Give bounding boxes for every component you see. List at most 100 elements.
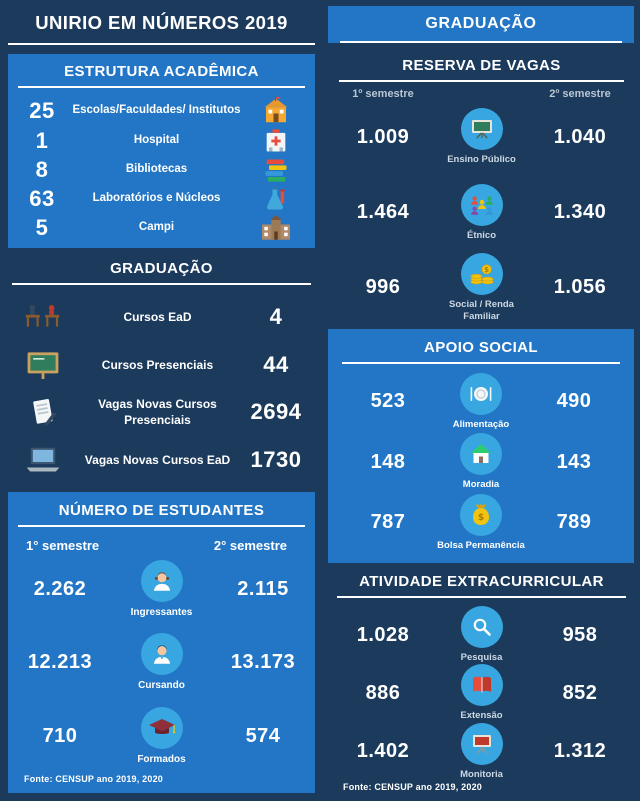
section-graduacao-left: GRADUAÇÃO Cursos EaD 4 Cursos Presenciai…: [0, 248, 323, 492]
stat-value-sem1: 523: [370, 390, 406, 413]
stat-value: 1730: [250, 447, 302, 473]
coins-icon: $: [460, 252, 503, 295]
stat-row: 5 Campi: [16, 214, 307, 243]
atividade-rows: 1.028 Pesquisa 958 886: [335, 605, 628, 781]
stat-value-sem1: 1.028: [356, 623, 410, 646]
hospital-icon: [245, 127, 307, 155]
people-group-icon: [460, 183, 503, 226]
semester-headers: 1º semestre 2º semestre: [335, 86, 628, 100]
stat-value-sem1: 12.213: [27, 651, 93, 674]
stat-center: Monitoria: [431, 722, 532, 781]
notebook-icon: [10, 396, 76, 428]
section-title: RESERVA DE VAGAS: [339, 57, 624, 82]
food-icon: [460, 372, 502, 415]
apoio-rows: 523 Alimentação 490 148: [340, 372, 622, 553]
stat-row: 787 $ Bolsa Permanência 789: [340, 493, 622, 553]
stat-value-sem1: 148: [370, 450, 406, 473]
search-icon: [460, 605, 503, 648]
stat-value-sem1: 886: [365, 681, 401, 704]
stat-row: Cursos EaD 4: [10, 293, 313, 341]
section-title: ATIVIDADE EXTRACURRICULAR: [337, 573, 626, 598]
stat-row: 1 Hospital: [16, 126, 307, 155]
stat-row: 148 Moradia 143: [340, 432, 622, 492]
stat-value: 5: [35, 215, 49, 241]
graduation-cap-icon: [140, 706, 183, 749]
left-column: UNIRIO EM NÚMEROS 2019 ESTRUTURA ACADÊMI…: [0, 0, 323, 793]
stat-value-sem1: 1.464: [356, 201, 410, 224]
stat-label: Moradia: [462, 479, 500, 491]
stat-center: $ Social / Renda Familiar: [431, 252, 532, 324]
semester-2-header: 2º semestre: [549, 88, 611, 100]
stat-row: 710 Formados 574: [16, 700, 307, 773]
stat-row: 1.009 Ensino Público 1.040: [335, 100, 628, 175]
stat-row: 8 Bibliotecas: [16, 155, 307, 184]
stat-value-sem2: 13.173: [230, 651, 296, 674]
semester-1-header: 1° semestre: [26, 538, 100, 553]
stat-row: Vagas Novas Cursos Presenciais 2694: [10, 389, 313, 437]
section-atividade-extracurricular: ATIVIDADE EXTRACURRICULAR 1.028 Pesquisa…: [323, 563, 640, 801]
stat-value-sem2: 2.115: [237, 578, 289, 601]
stat-value-sem1: 787: [370, 511, 406, 534]
left-header: UNIRIO EM NÚMEROS 2019: [0, 0, 323, 54]
stat-value-sem2: 1.312: [553, 740, 607, 763]
stat-value: 4: [269, 303, 283, 329]
right-header: GRADUAÇÃO: [328, 6, 634, 43]
stat-center: Ingressantes: [104, 559, 219, 620]
stat-row: 1.028 Pesquisa 958: [335, 605, 628, 664]
estrutura-rows: 25 Escolas/Faculdades/ Institutos 1 Hosp…: [16, 96, 307, 243]
stat-value: 25: [29, 98, 55, 123]
stat-label: Laboratórios e Núcleos: [92, 192, 221, 205]
stat-row: 1.464 Étnico 1.340: [335, 175, 628, 250]
section-title: NÚMERO DE ESTUDANTES: [18, 502, 305, 527]
stat-row: 996 $ Social / Renda Familiar 1.056: [335, 250, 628, 325]
stat-label: Bolsa Permanência: [437, 539, 525, 551]
flipboard-icon: [460, 722, 503, 765]
section-apoio-social: APOIO SOCIAL 523 Alimentação 490 148: [328, 328, 634, 563]
stat-value: 1: [35, 127, 49, 153]
stat-row: Vagas Novas Cursos EaD 1730: [10, 436, 313, 484]
column-title: GRADUAÇÃO: [340, 15, 622, 43]
chalkboard-circle-icon: [460, 108, 503, 151]
stat-label: Campi: [138, 221, 175, 234]
desks-icon: [10, 303, 76, 331]
stat-label: Extensão: [460, 710, 503, 722]
section-title: APOIO SOCIAL: [342, 339, 620, 364]
stat-value-sem2: 1.040: [553, 126, 607, 149]
stat-value: 63: [29, 186, 55, 212]
stat-label: Cursos EaD: [123, 309, 192, 324]
laptop-icon: [10, 446, 76, 474]
stat-row: 886 Extensão 852: [335, 664, 628, 722]
stat-center: $ Bolsa Permanência: [436, 493, 526, 552]
source-note: Fonte: CENSUP ano 2019, 2020: [343, 782, 482, 792]
stat-label: Escolas/Faculdades/ Institutos: [72, 104, 241, 117]
right-column: GRADUAÇÃO RESERVA DE VAGAS 1º semestre 2…: [323, 0, 640, 801]
stat-value-sem2: 1.056: [553, 276, 607, 299]
section-estrutura-academica: ESTRUTURA ACADÊMICA 25 Escolas/Faculdade…: [8, 54, 315, 248]
stat-value-sem1: 710: [42, 724, 78, 747]
stat-value-sem2: 958: [562, 623, 598, 646]
stat-center: Ensino Público: [431, 108, 532, 166]
stat-center: Moradia: [436, 433, 526, 491]
stat-center: Formados: [104, 706, 219, 767]
stat-label: Hospital: [133, 133, 180, 146]
stat-row: 63 Laboratórios e Núcleos: [16, 185, 307, 214]
stat-value-sem1: 2.262: [33, 578, 87, 601]
books-icon: [245, 156, 307, 184]
section-title: GRADUAÇÃO: [12, 260, 311, 285]
svg-text:$: $: [478, 513, 484, 523]
stat-center: Pesquisa: [431, 605, 532, 664]
stat-row: 2.262 Ingressantes 2.115: [16, 553, 307, 626]
campus-icon: [245, 214, 307, 242]
stat-label: Cursando: [138, 680, 185, 692]
svg-text:$: $: [484, 265, 489, 273]
stat-label: Cursos Presenciais: [101, 357, 214, 372]
stat-label: Monitoria: [460, 768, 503, 780]
stat-label: Vagas Novas Cursos Presenciais: [98, 397, 217, 428]
stat-row: 1.402 Monitoria 1.312: [335, 722, 628, 781]
stat-row: 523 Alimentação 490: [340, 372, 622, 432]
graduacao-rows: Cursos EaD 4 Cursos Presenciais 44 Vagas…: [10, 293, 313, 484]
section-reserva-de-vagas: RESERVA DE VAGAS 1º semestre 2º semestre…: [323, 43, 640, 329]
stat-row: 12.213 Cursando 13.173: [16, 626, 307, 699]
open-book-icon: [460, 664, 503, 707]
